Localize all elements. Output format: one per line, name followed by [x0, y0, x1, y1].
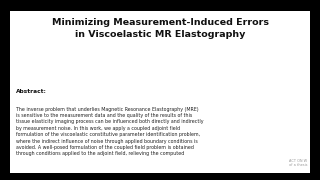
Text: The inverse problem that underlies Magnetic Resonance Elastography (MRE)
is sens: The inverse problem that underlies Magne…	[16, 107, 204, 156]
Text: ACT ON W
of a thesis: ACT ON W of a thesis	[289, 159, 307, 167]
Text: Abstract:: Abstract:	[16, 89, 47, 94]
Text: Minimizing Measurement-Induced Errors
in Viscoelastic MR Elastography: Minimizing Measurement-Induced Errors in…	[52, 18, 268, 39]
